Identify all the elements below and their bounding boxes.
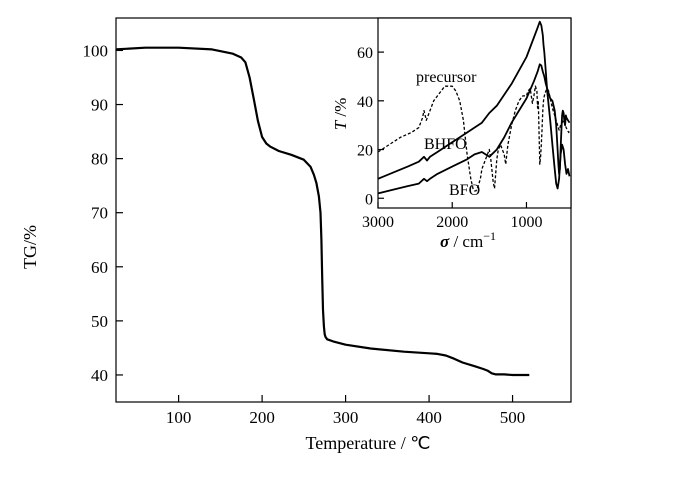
main-x-axis-title: Temperature / ℃ [306, 433, 431, 453]
main-x-tick-label: 300 [333, 408, 359, 427]
inset-ftir-chart: 3000 2000 1000 0 20 40 60 precursor BHFO BFO σ… [331, 17, 572, 251]
inset-x-tick-label: 3000 [362, 214, 394, 231]
inset-y-axis-title: T /% [331, 98, 350, 131]
tg-curve [115, 46, 530, 377]
main-x-tick-label: 100 [166, 408, 192, 427]
inset-series-bfo [377, 63, 571, 195]
inset-x-tick-label: 1000 [510, 214, 542, 231]
main-plot-frame [115, 17, 572, 403]
inset-x-axis-title: σ / cm−1 [440, 229, 496, 251]
main-y-tick-label: 80 [91, 150, 108, 169]
inset-x-symbol: σ [440, 232, 450, 251]
inset-y-tick-label: 40 [357, 94, 373, 111]
inset-x-unit: / cm [449, 232, 483, 251]
inset-series-precursor [377, 85, 571, 192]
inset-y-tick-label: 20 [357, 143, 373, 160]
annotation-precursor: precursor [416, 69, 477, 86]
inset-y-symbol: T [331, 119, 350, 130]
main-x-tick-label: 500 [500, 408, 526, 427]
main-x-tick-label: 400 [416, 408, 442, 427]
annotation-bfo: BFO [449, 182, 480, 199]
annotation-bhfo: BHFO [424, 136, 467, 153]
inset-plot-frame [377, 17, 572, 209]
inset-x-tick-label: 2000 [436, 214, 468, 231]
inset-y-tick-label: 0 [365, 191, 373, 208]
main-y-tick-label: 60 [91, 258, 108, 277]
main-x-tick-label: 200 [249, 408, 275, 427]
main-y-axis-title: TG/% [20, 225, 40, 269]
inset-ticks: 3000 2000 1000 0 20 40 60 [357, 45, 542, 231]
inset-series [377, 20, 571, 195]
main-y-tick-label: 40 [91, 366, 108, 385]
inset-y-unit: /% [331, 98, 350, 121]
inset-y-tick-label: 60 [357, 45, 373, 62]
main-y-tick-label: 70 [91, 204, 108, 223]
inset-x-exp: −1 [483, 229, 496, 243]
main-y-tick-label: 100 [83, 41, 109, 60]
main-y-tick-label: 50 [91, 312, 108, 331]
main-y-tick-label: 90 [91, 96, 108, 115]
